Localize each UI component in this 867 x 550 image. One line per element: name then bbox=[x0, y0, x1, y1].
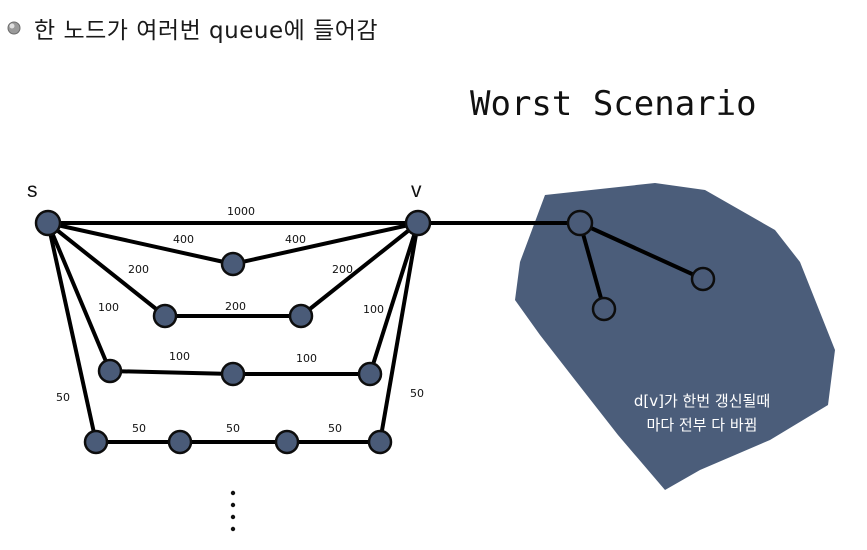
weight-mid-right: 200 bbox=[332, 263, 353, 276]
edge-blobroot-child1 bbox=[578, 221, 606, 311]
node-d1 bbox=[83, 429, 109, 455]
node-d3 bbox=[274, 429, 300, 455]
node-v bbox=[404, 209, 432, 237]
node-label-v: v bbox=[411, 179, 422, 202]
edge-c1-c2 bbox=[108, 369, 235, 376]
weight-mid-center: 200 bbox=[225, 300, 246, 313]
blob-text-line1: d[v]가 한번 갱신될때 bbox=[634, 392, 770, 410]
node-label-s: s bbox=[27, 179, 38, 202]
headline: Worst Scenario bbox=[470, 84, 757, 124]
blob-text-line2: 마다 전부 다 바뀜 bbox=[647, 416, 758, 434]
edge-s-b1 bbox=[46, 221, 167, 318]
weight-lower-left: 100 bbox=[98, 301, 119, 314]
node-blob-child1 bbox=[591, 296, 617, 322]
node-blob-child2 bbox=[690, 266, 716, 292]
weight-top: 1000 bbox=[227, 205, 255, 218]
subgraph-blob bbox=[515, 183, 835, 490]
node-blob-root bbox=[566, 209, 594, 237]
edge-s-c1 bbox=[46, 221, 112, 373]
node-d2 bbox=[167, 429, 193, 455]
weight-upper-right: 400 bbox=[285, 233, 306, 246]
edge-c3-v bbox=[368, 221, 420, 376]
node-a bbox=[220, 251, 246, 277]
node-c2 bbox=[220, 361, 246, 387]
weight-bottom-side-right: 50 bbox=[410, 387, 424, 400]
edge-blobroot-child2 bbox=[578, 221, 705, 281]
weight-lower-center-left: 100 bbox=[169, 350, 190, 363]
weight-lower-center-right: 100 bbox=[296, 352, 317, 365]
bullet-disc-icon bbox=[6, 19, 24, 37]
weight-upper-left: 400 bbox=[173, 233, 194, 246]
node-c1 bbox=[97, 358, 123, 384]
node-b2 bbox=[288, 303, 314, 329]
edge-s-d1 bbox=[46, 221, 98, 444]
node-s bbox=[34, 209, 62, 237]
edge-d4-v bbox=[378, 221, 420, 444]
node-b1 bbox=[152, 303, 178, 329]
node-c3 bbox=[357, 361, 383, 387]
weight-bottom-side-left: 50 bbox=[56, 391, 70, 404]
bullet-item: 한 노드가 여러번 queue에 들어감 bbox=[6, 8, 378, 48]
edge-b2-v bbox=[299, 221, 420, 318]
weight-bottom-2: 50 bbox=[226, 422, 240, 435]
edge-s-a bbox=[46, 221, 235, 266]
weight-bottom-1: 50 bbox=[132, 422, 146, 435]
node-d4 bbox=[367, 429, 393, 455]
edge-a-v bbox=[231, 221, 420, 266]
weight-lower-right: 100 bbox=[363, 303, 384, 316]
weight-bottom-3: 50 bbox=[328, 422, 342, 435]
bullet-text: 한 노드가 여러번 queue에 들어감 bbox=[34, 18, 379, 44]
weight-mid-left: 200 bbox=[128, 263, 149, 276]
ellipsis-dots bbox=[230, 490, 236, 532]
